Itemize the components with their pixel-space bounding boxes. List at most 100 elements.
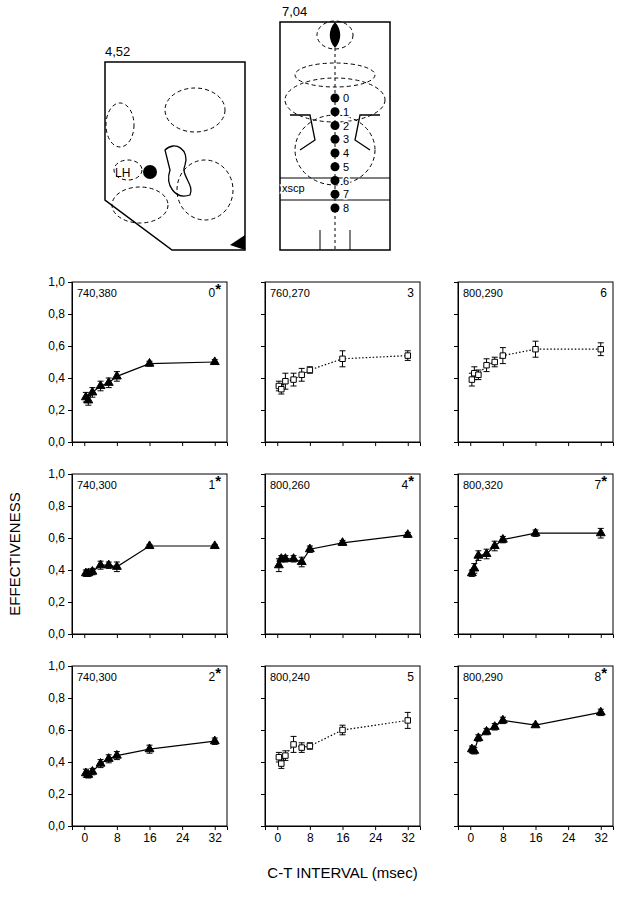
x-axis-line [266, 443, 421, 447]
y-tick-mark [261, 282, 265, 283]
electrode-site [331, 190, 340, 199]
y-tick [454, 410, 458, 411]
x-axis-line [266, 827, 421, 831]
ventricle [330, 22, 341, 48]
site-label: 8 [343, 202, 349, 214]
data-line [279, 535, 408, 565]
site-label: 3 [343, 133, 349, 145]
data-point [482, 549, 491, 557]
site-label: 5 [343, 161, 349, 173]
y-tick-mark [454, 826, 458, 827]
data-point [283, 378, 288, 383]
y-tick-mark [454, 442, 458, 443]
y-tick-mark [454, 314, 458, 315]
data-line [86, 741, 215, 775]
y-axis-line [261, 283, 266, 443]
x-tick-mark [568, 634, 569, 638]
y-tick-mark [68, 282, 72, 283]
x-tick: 8 [500, 826, 507, 845]
y-tick-mark [261, 410, 265, 411]
x-tick-label: 8 [500, 831, 507, 845]
panel: 0,00,20,40,60,81,0740,3001* [48, 467, 227, 641]
plot-area [276, 712, 411, 768]
y-tick-label: 0,4 [48, 755, 65, 769]
error-bar [484, 359, 490, 372]
y-tick-mark [454, 346, 458, 347]
slice-region [165, 88, 225, 132]
panel-annotation: 800,260 [270, 479, 310, 491]
y-tick-mark [454, 506, 458, 507]
data-point [291, 377, 296, 382]
x-tick-mark [470, 634, 471, 638]
y-tick [454, 314, 458, 315]
y-tick-mark [261, 762, 265, 763]
y-tick-mark [454, 474, 458, 475]
data-point [470, 746, 479, 754]
x-tick-mark [117, 442, 118, 446]
x-tick [568, 442, 569, 446]
error-bar-segment [492, 357, 498, 358]
y-tick [454, 826, 458, 827]
data-point [405, 353, 410, 358]
y-tick-label: 1,0 [48, 275, 65, 289]
x-tick: 16 [143, 826, 157, 845]
y-tick-mark [68, 826, 72, 827]
x-tick-mark [568, 442, 569, 446]
electrode-site [331, 162, 340, 171]
y-tick [454, 730, 458, 731]
y-tick [454, 474, 458, 475]
y-tick-mark [68, 634, 72, 635]
y-tick-label: 0,8 [48, 691, 65, 705]
y-tick-mark [68, 346, 72, 347]
y-tick-mark [261, 602, 265, 603]
data-line [86, 362, 215, 400]
error-bar-segment [98, 767, 104, 768]
y-tick-label: 0,4 [48, 563, 65, 577]
x-tick-mark [601, 442, 602, 446]
error-bar [307, 367, 313, 373]
data-point [210, 736, 219, 744]
error-bar-segment [405, 728, 411, 729]
x-tick: 16 [529, 826, 543, 845]
data-point [531, 720, 540, 728]
data-point [340, 727, 345, 732]
error-bar-segment [533, 357, 539, 358]
y-tick-mark [261, 346, 265, 347]
x-axis [266, 442, 421, 446]
error-bar-segment [469, 386, 475, 387]
error-bar-segment [340, 350, 346, 351]
y-tick-mark [261, 634, 265, 635]
x-tick-label: 8 [114, 831, 121, 845]
y-tick: 0,0 [48, 627, 72, 641]
x-tick-mark [408, 826, 409, 830]
x-axis-line [73, 635, 228, 639]
x-tick [84, 442, 85, 446]
error-bar [340, 725, 346, 735]
error-bar [533, 341, 539, 357]
x-tick: 8 [114, 826, 121, 845]
y-tick: 0,4 [48, 563, 72, 577]
y-tick [261, 474, 265, 475]
error-bar [405, 351, 411, 361]
data-point [276, 754, 281, 759]
stimulation-site [143, 165, 157, 179]
x-tick-mark [150, 826, 151, 830]
y-tick-mark [68, 314, 72, 315]
y-tick [261, 346, 265, 347]
x-tick-mark [568, 826, 569, 830]
data-line [472, 712, 601, 750]
panel-annotation: 1* [208, 472, 221, 492]
figure: 4,52LH7,04xscp0123456780,00,20,40,60,81,… [0, 0, 625, 900]
panel-annotation: 760,270 [270, 287, 310, 299]
y-axis-line [454, 283, 459, 443]
error-bar-segment [291, 373, 297, 374]
error-bar-segment [299, 742, 305, 743]
plot-frame [458, 666, 613, 826]
plot-frame [458, 474, 613, 634]
y-axis-line [68, 283, 73, 443]
data-point [299, 372, 304, 377]
error-bar-segment [340, 734, 346, 735]
x-axis-line [459, 635, 614, 639]
x-tick-label: 24 [176, 831, 190, 845]
x-tick [503, 442, 504, 446]
